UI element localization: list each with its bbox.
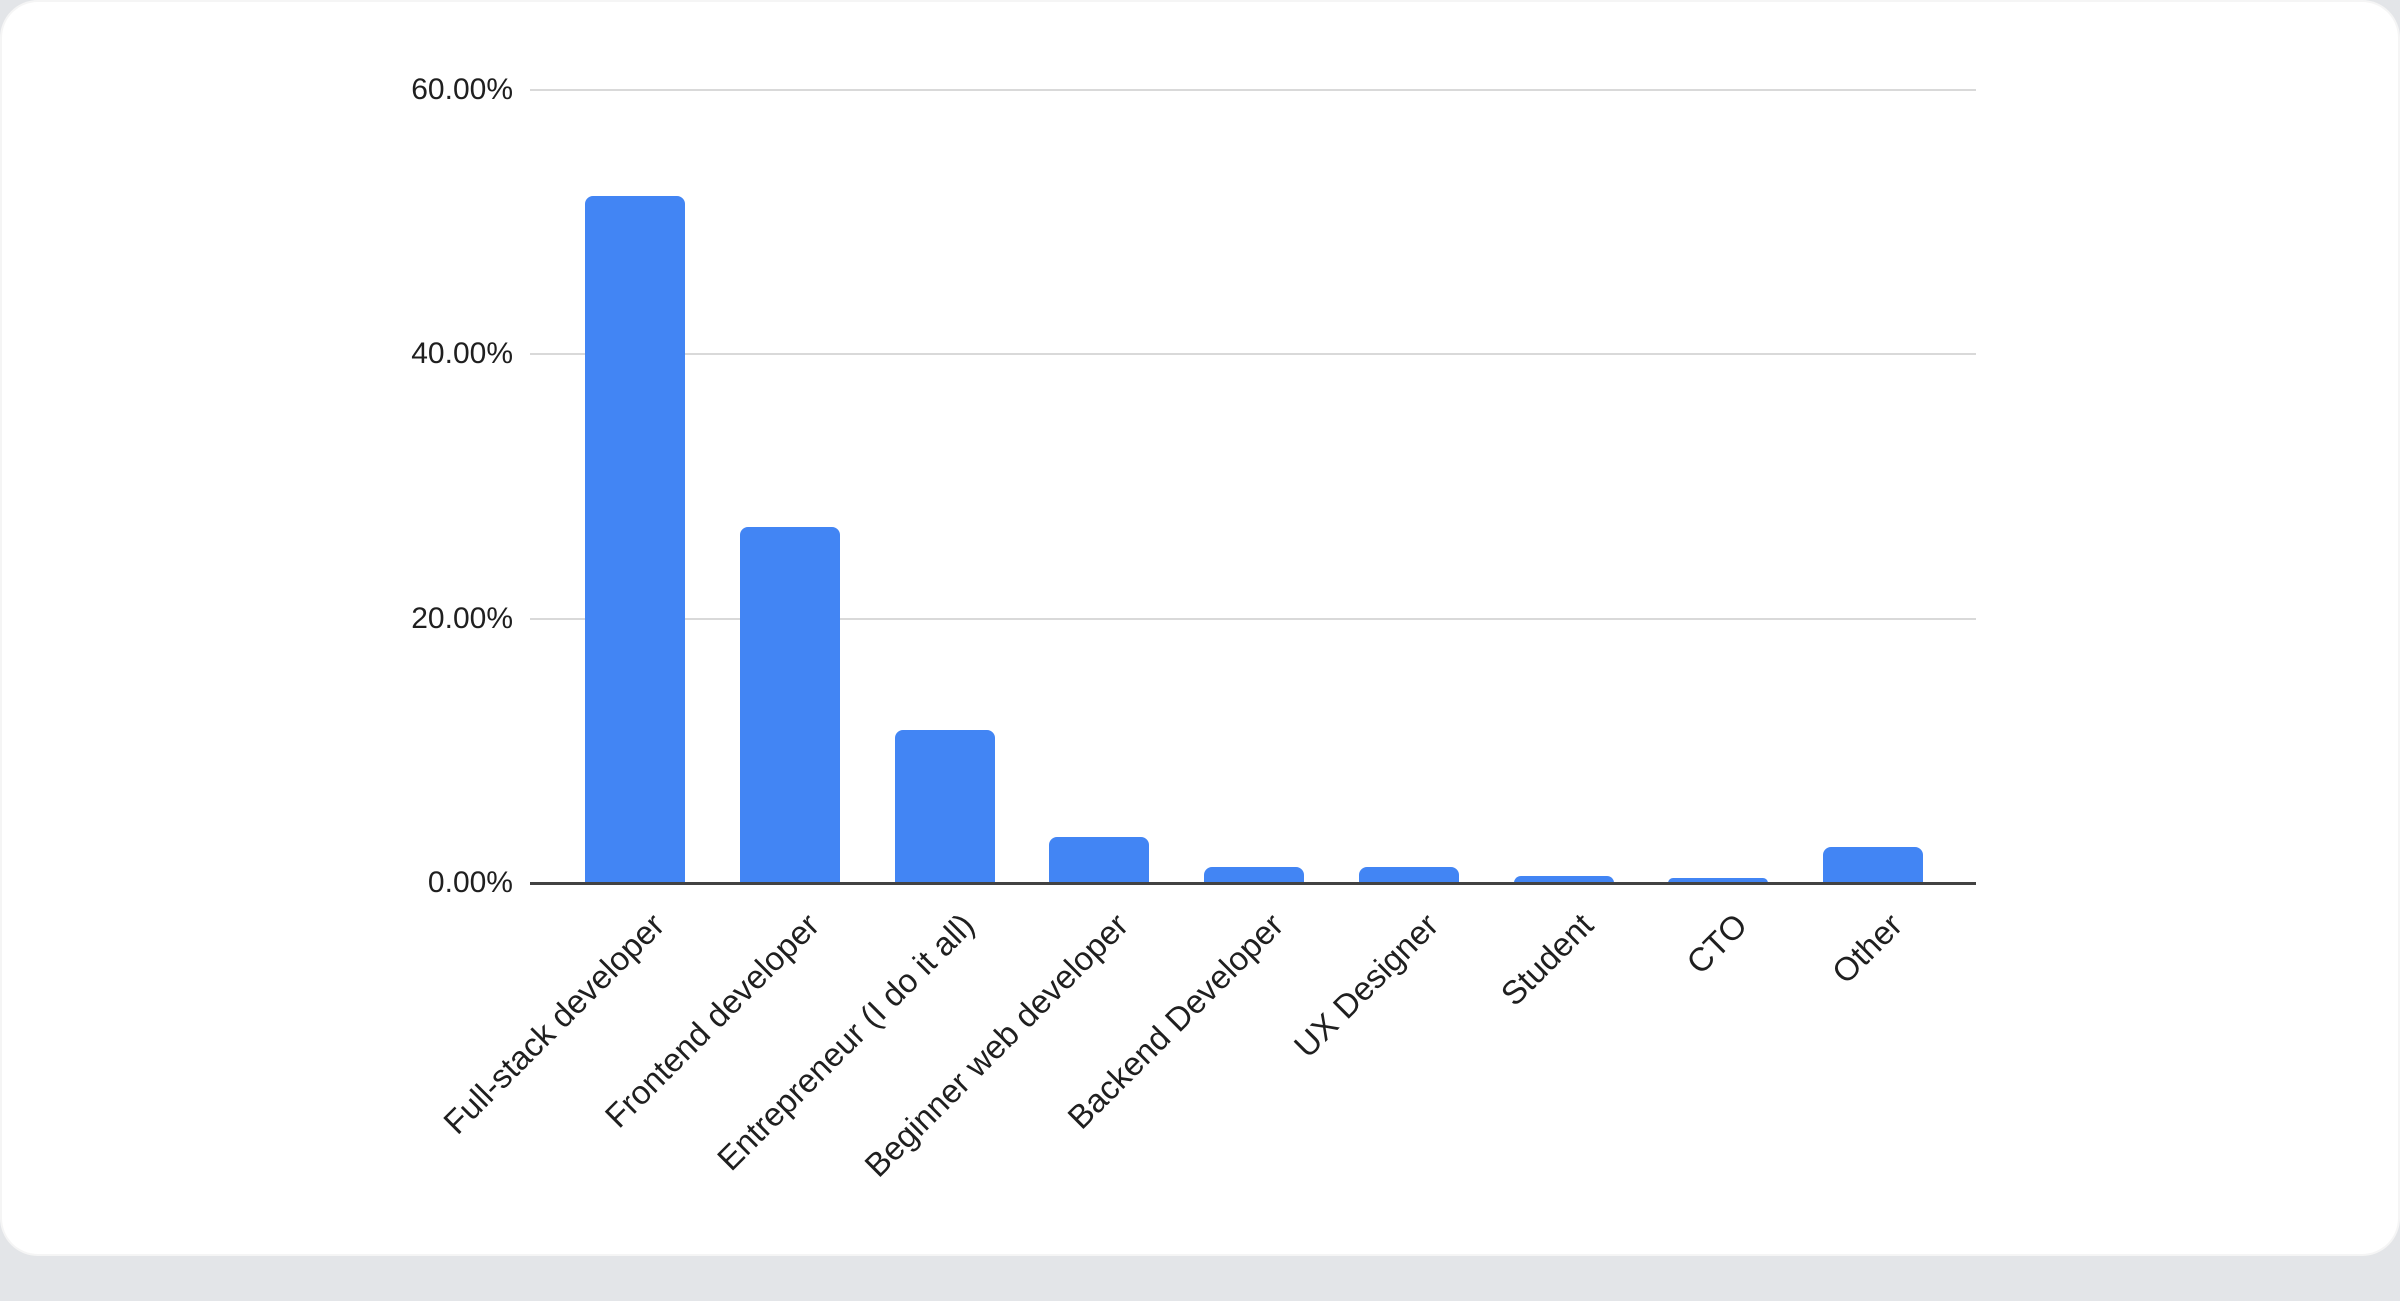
y-axis-tick-label: 60.00% xyxy=(411,73,513,106)
bar-student xyxy=(1513,876,1614,883)
bar-entrepreneur-i-do-it-all- xyxy=(894,729,995,883)
bar-full-stack-developer xyxy=(585,195,685,883)
bar-other xyxy=(1823,847,1923,883)
bar-cto xyxy=(1668,877,1769,883)
y-axis-tick-label: 40.00% xyxy=(411,337,513,371)
y-axis-tick-label: 0.00% xyxy=(427,866,513,899)
bar-chart: 0.00% 20.00% 40.00% 60.00% Full-stack devel… xyxy=(411,73,1976,1184)
bar-beginner-web-developer xyxy=(1049,836,1150,883)
x-axis-line xyxy=(530,882,1976,885)
gridline xyxy=(530,353,1976,356)
gridline xyxy=(530,89,1976,91)
bar-frontend-developer xyxy=(739,527,840,883)
chart-card: 0.00% 20.00% 40.00% 60.00% Full-stack devel… xyxy=(0,0,2400,1256)
gridline xyxy=(530,617,1976,620)
bar-backend-developer xyxy=(1204,867,1304,883)
bar-ux-designer xyxy=(1358,867,1459,883)
y-axis-tick-label: 20.00% xyxy=(411,601,513,635)
